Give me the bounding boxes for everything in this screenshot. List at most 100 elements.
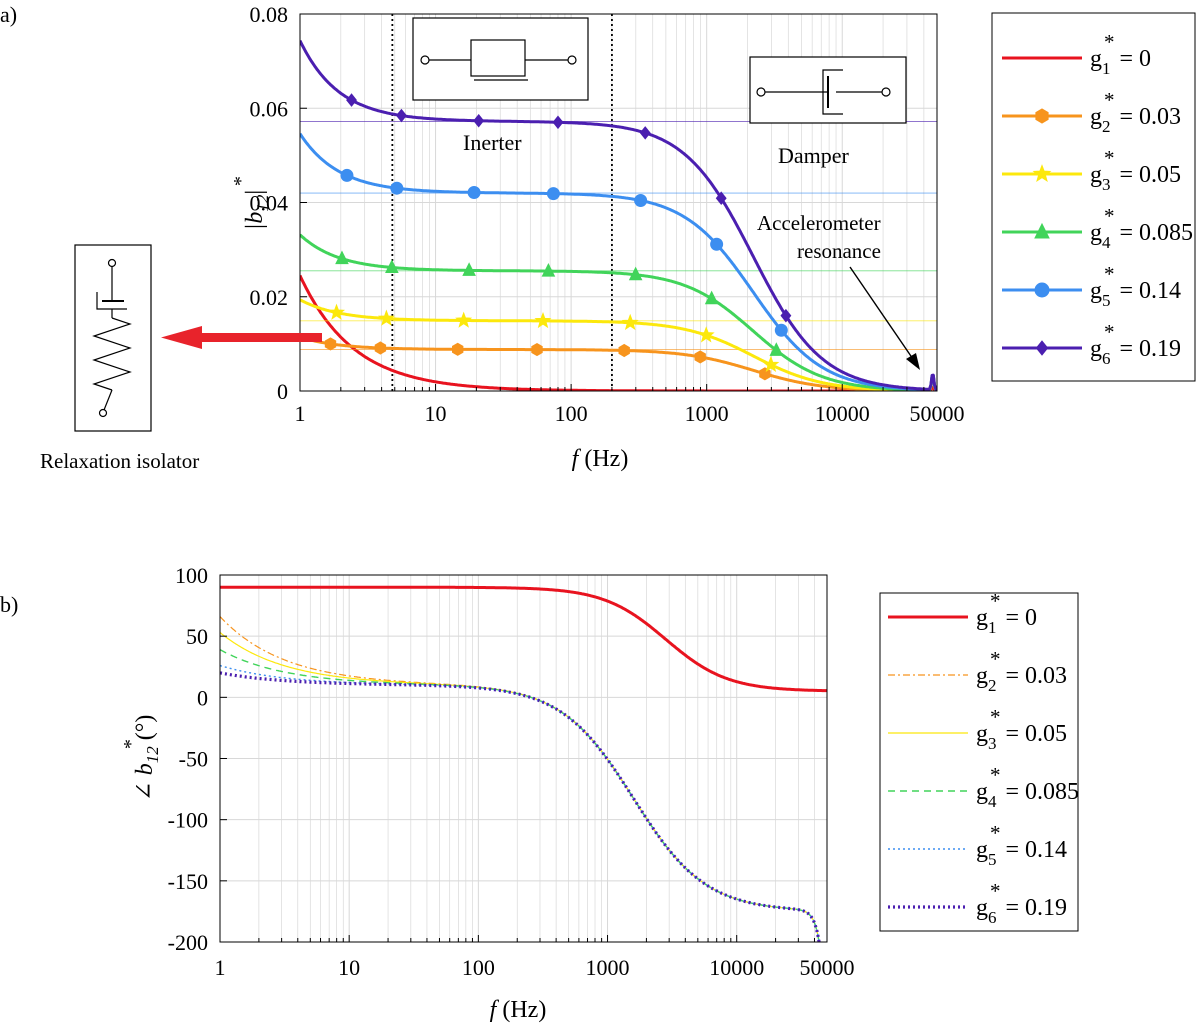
b-y-tick-label: -100	[168, 808, 208, 833]
legend-marker-g3	[1032, 164, 1052, 183]
legend-marker-g2	[1035, 108, 1049, 124]
magnitude-series-g5	[300, 132, 937, 391]
data-marker-g6	[552, 115, 564, 130]
b-x-tick-label: 10	[338, 955, 360, 980]
legend-entry-g5: g5 = 0.14	[1090, 278, 1181, 310]
accelerometer-annotation-line1: Accelerometer	[757, 211, 881, 235]
data-marker-g4	[385, 259, 399, 273]
magnitude-series-g4	[300, 233, 937, 391]
a-x-tick-label: 10000	[815, 401, 870, 426]
data-marker-g4	[769, 342, 784, 356]
panel-b-ylabel: ∠ b12 (°)	[132, 715, 162, 802]
b-y-tick-label: -50	[179, 747, 208, 772]
b-y-tick-label: 0	[197, 685, 208, 710]
a-y-tick-label: 0	[277, 379, 288, 404]
data-marker-g3	[697, 326, 715, 343]
data-marker-g2	[374, 341, 387, 355]
panel-b-series	[220, 585, 827, 942]
legend-star-g5: *	[990, 821, 1001, 845]
legend-entry-g3: g3 = 0.05	[1090, 162, 1181, 194]
panel-a-legend-box	[991, 12, 1196, 382]
legend-entry-g5: g5 = 0.14	[976, 837, 1067, 869]
b-y-tick-label: 50	[186, 624, 208, 649]
legend-entry-g6: g6 = 0.19	[976, 895, 1067, 927]
legend-star-g1: *	[1104, 30, 1115, 54]
legend-entry-g6: g6 = 0.19	[1090, 336, 1181, 368]
legend-entry-g4: g4 = 0.085	[1090, 220, 1193, 252]
panel-b: b) -200 -150 -100 -50 0 50 100 1 10 100 1000 10000 5…	[0, 563, 1079, 1023]
data-marker-g4	[335, 250, 349, 265]
panel-b-legend: g1 = 0*g2 = 0.03*g3 = 0.05*g4 = 0.085*g5…	[888, 589, 1079, 927]
data-marker-g3	[534, 311, 552, 329]
legend-entry-g3: g3 = 0.05	[976, 721, 1067, 753]
data-marker-g3	[328, 303, 346, 320]
phase-series-g6	[220, 671, 824, 942]
legend-entry-g2: g2 = 0.03	[1090, 104, 1181, 136]
accelerometer-annotation-line2: resonance	[797, 239, 881, 263]
data-marker-g5	[774, 323, 788, 337]
legend-star-g4: *	[990, 763, 1001, 787]
data-marker-g6	[639, 126, 651, 140]
data-marker-g4	[628, 266, 643, 281]
legend-star-g6: *	[1104, 320, 1115, 344]
phase-series-g1	[220, 585, 827, 693]
data-marker-g6	[395, 108, 407, 123]
panel-b-grid	[219, 574, 828, 943]
damper-annotation: Damper	[778, 143, 850, 168]
a-x-tick-label: 1	[295, 401, 306, 426]
data-marker-g6	[715, 191, 727, 206]
b-x-tick-label: 1	[215, 955, 226, 980]
panel-a-ticks: 0 0.02 0.04 0.06 0.08 1 10 100 1000 10000 50000	[250, 2, 965, 426]
inerter-symbol-icon	[412, 17, 589, 101]
a-y-tick-label: 0.04	[250, 191, 289, 216]
inerter-annotation: Inerter	[463, 130, 522, 155]
legend-star-g2: *	[990, 647, 1001, 671]
relaxation-arrow-icon	[161, 326, 322, 349]
data-marker-g5	[546, 187, 560, 201]
legend-marker-g4	[1034, 222, 1050, 239]
phase-series-g3	[220, 632, 823, 942]
a-x-tick-label: 50000	[910, 401, 965, 426]
data-marker-g5	[390, 181, 404, 195]
panel-a-xlabel: f (Hz)	[572, 446, 629, 472]
panel-b-xlabel: f (Hz)	[490, 997, 547, 1023]
a-y-tick-label: 0.02	[250, 285, 289, 310]
a-x-tick-label: 1000	[685, 401, 729, 426]
data-marker-g3	[455, 311, 473, 328]
b-x-tick-label: 100	[462, 955, 495, 980]
data-marker-g5	[340, 168, 354, 182]
b-x-tick-label: 10000	[709, 955, 764, 980]
data-marker-g3	[762, 355, 780, 372]
magnitude-series-g1	[300, 274, 937, 391]
legend-marker-g5	[1034, 282, 1050, 298]
legend-entry-g1: g1 = 0	[1090, 46, 1151, 78]
legend-star-g3: *	[990, 705, 1001, 729]
data-marker-g2	[759, 367, 771, 381]
b-y-tick-label: -150	[168, 869, 208, 894]
data-marker-g6	[780, 308, 792, 323]
a-x-tick-label: 100	[555, 401, 588, 426]
legend-entry-g1: g1 = 0	[976, 605, 1037, 637]
legend-star-g6: *	[990, 879, 1001, 903]
b-y-tick-label: -200	[168, 930, 208, 955]
data-marker-g5	[710, 237, 724, 251]
data-marker-g3	[621, 313, 639, 330]
data-marker-g2	[324, 337, 337, 351]
data-marker-g6	[473, 113, 485, 128]
damper-symbol-icon	[749, 56, 907, 124]
data-marker-g4	[704, 290, 719, 305]
panel-b-legend-box	[879, 592, 1079, 932]
panel-b-label: b)	[0, 592, 18, 617]
data-marker-g5	[634, 193, 648, 207]
legend-star-g1: *	[990, 589, 1001, 613]
legend-entry-g2: g2 = 0.03	[976, 663, 1067, 695]
a-y-tick-label: 0.08	[250, 2, 289, 27]
legend-star-g2: *	[1104, 88, 1115, 112]
panel-a: a) 0 0.02 0.04 0.06 0.08 1 10 100 1000 10000 50000…	[0, 2, 1196, 473]
data-marker-g6	[346, 93, 357, 107]
b-y-tick-label: 100	[175, 563, 208, 588]
legend-entry-g4: g4 = 0.085	[976, 779, 1079, 811]
legend-marker-g6	[1035, 340, 1049, 356]
a-x-tick-label: 10	[425, 401, 447, 426]
